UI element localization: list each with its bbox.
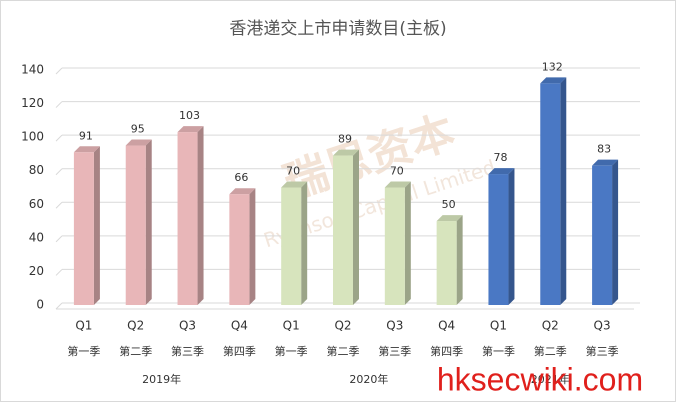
y-tick-label: 100 bbox=[21, 130, 44, 144]
bar-top bbox=[436, 215, 463, 222]
value-label: 78 bbox=[493, 151, 507, 164]
chart-title: 香港递交上市申请数目(主板) bbox=[229, 19, 446, 39]
x-tick-label: Q3 bbox=[386, 319, 403, 333]
x-sub-label: 第二季 bbox=[119, 344, 152, 358]
bar-top bbox=[488, 168, 515, 175]
x-tick-label: Q1 bbox=[75, 319, 92, 333]
bar-side bbox=[301, 181, 308, 305]
x-tick-label: Q2 bbox=[127, 319, 144, 333]
value-label: 70 bbox=[390, 165, 404, 178]
y-tick-label: 0 bbox=[36, 298, 44, 312]
bar-side bbox=[560, 77, 567, 305]
bar bbox=[384, 187, 405, 305]
value-label: 95 bbox=[131, 123, 145, 136]
x-tick-label: Q4 bbox=[438, 319, 455, 333]
bar bbox=[333, 155, 353, 305]
bar-top bbox=[125, 139, 152, 146]
x-tick-label: Q4 bbox=[231, 319, 248, 333]
x-sub-label: 第一季 bbox=[67, 344, 100, 358]
bar-side bbox=[612, 159, 619, 305]
x-tick-label: Q2 bbox=[542, 319, 559, 333]
bar bbox=[229, 194, 250, 305]
value-label: 83 bbox=[597, 143, 611, 156]
group-label: 2019年 bbox=[142, 372, 181, 386]
grid-line bbox=[55, 168, 63, 176]
bar-top bbox=[177, 126, 204, 133]
bar bbox=[540, 83, 561, 305]
bar-side bbox=[249, 188, 256, 305]
x-sub-label: 第一季 bbox=[275, 344, 308, 358]
x-sub-label: 第二季 bbox=[534, 344, 567, 358]
y-tick-label: 120 bbox=[21, 96, 44, 110]
watermark-site: hksecwiki.com bbox=[437, 361, 643, 397]
bar-top bbox=[73, 146, 100, 153]
grid-line bbox=[55, 101, 63, 108]
x-tick-label: Q3 bbox=[594, 319, 611, 333]
x-sub-label: 第一季 bbox=[482, 344, 515, 358]
x-sub-label: 第四季 bbox=[430, 344, 463, 358]
value-label: 50 bbox=[442, 198, 456, 211]
group-label: 2020年 bbox=[349, 372, 388, 386]
value-label: 89 bbox=[338, 133, 352, 146]
grid-line bbox=[55, 269, 63, 276]
bar bbox=[73, 152, 94, 305]
bar-top bbox=[384, 181, 411, 188]
grid-line bbox=[55, 201, 63, 209]
bar-top bbox=[281, 181, 308, 188]
bar-side bbox=[93, 146, 100, 305]
y-tick-label: 80 bbox=[29, 163, 44, 177]
x-sub-label: 第三季 bbox=[378, 344, 411, 358]
grid-line bbox=[55, 67, 63, 75]
bar-top bbox=[592, 159, 619, 166]
x-sub-label: 第二季 bbox=[327, 344, 360, 358]
grid-line bbox=[55, 235, 63, 243]
y-tick-label: 20 bbox=[29, 264, 44, 278]
x-tick-label: Q1 bbox=[283, 319, 300, 333]
bar-side bbox=[353, 149, 359, 305]
value-label: 66 bbox=[234, 171, 248, 184]
x-tick-label: Q1 bbox=[490, 319, 507, 333]
y-tick-label: 60 bbox=[29, 197, 44, 211]
grid-line bbox=[55, 134, 63, 142]
bar-side bbox=[456, 215, 463, 305]
bar bbox=[436, 221, 457, 305]
value-label: 103 bbox=[179, 109, 200, 122]
bar-top bbox=[229, 188, 256, 195]
bar bbox=[281, 187, 302, 305]
bar bbox=[177, 132, 198, 305]
x-sub-label: 第三季 bbox=[586, 344, 619, 358]
grid-line bbox=[55, 302, 63, 310]
bar-side bbox=[197, 126, 204, 305]
bar-side bbox=[508, 168, 515, 305]
bar-top bbox=[540, 77, 567, 84]
bar bbox=[125, 145, 146, 305]
x-tick-label: Q3 bbox=[179, 319, 196, 333]
bar-side bbox=[145, 139, 152, 305]
y-tick-label: 140 bbox=[21, 63, 44, 77]
value-label: 70 bbox=[286, 165, 300, 178]
bar-side bbox=[404, 181, 411, 305]
y-tick-label: 40 bbox=[29, 230, 44, 244]
bar bbox=[488, 174, 509, 305]
x-tick-label: Q2 bbox=[334, 319, 351, 333]
x-sub-label: 第四季 bbox=[223, 344, 256, 358]
bar-top bbox=[333, 149, 359, 156]
x-sub-label: 第三季 bbox=[171, 344, 204, 358]
value-label: 132 bbox=[542, 60, 563, 73]
value-label: 91 bbox=[79, 129, 93, 142]
bar bbox=[592, 165, 613, 305]
group-label: 2021年 bbox=[531, 372, 570, 386]
